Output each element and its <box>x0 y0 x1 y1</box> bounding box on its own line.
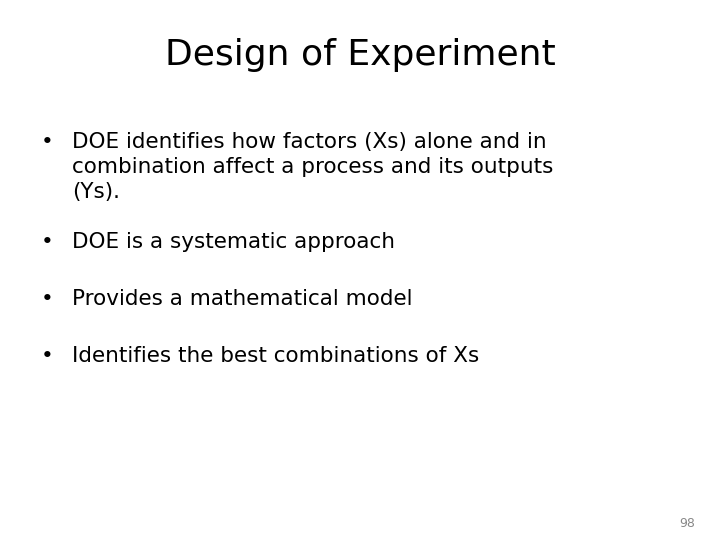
Text: 98: 98 <box>679 517 695 530</box>
Text: Identifies the best combinations of Xs: Identifies the best combinations of Xs <box>72 346 480 366</box>
Text: •: • <box>40 132 53 152</box>
Text: •: • <box>40 289 53 309</box>
Text: DOE is a systematic approach: DOE is a systematic approach <box>72 232 395 252</box>
Text: DOE identifies how factors (Xs) alone and in
combination affect a process and it: DOE identifies how factors (Xs) alone an… <box>72 132 554 202</box>
Text: •: • <box>40 232 53 252</box>
Text: •: • <box>40 346 53 366</box>
Text: Provides a mathematical model: Provides a mathematical model <box>72 289 413 309</box>
Text: Design of Experiment: Design of Experiment <box>165 38 555 72</box>
